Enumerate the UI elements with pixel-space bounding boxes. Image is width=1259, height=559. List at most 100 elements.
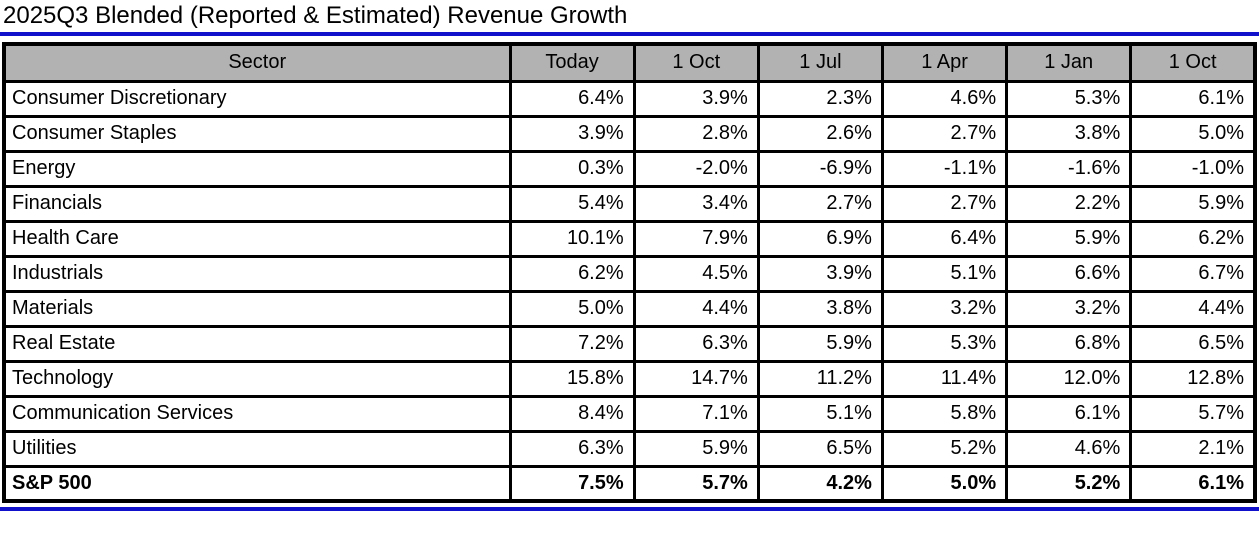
table-row: Utilities 6.3% 5.9% 6.5% 5.2% 4.6% 2.1% (2, 429, 1257, 468)
table-row: Real Estate 7.2% 6.3% 5.9% 5.3% 6.8% 6.5% (2, 324, 1257, 363)
value-cell: -1.6% (1005, 149, 1133, 188)
value-cell: 4.4% (632, 289, 760, 328)
value-cell: 6.2% (1129, 219, 1257, 258)
column-header-date: Today (508, 42, 636, 83)
value-cell: 5.3% (880, 324, 1009, 363)
value-cell: 5.1% (880, 254, 1009, 293)
revenue-growth-table: Sector Today 1 Oct 1 Jul 1 Apr 1 Jan 1 Oct Con… (2, 42, 1257, 503)
sector-cell: Consumer Discretionary (2, 79, 512, 118)
table-row: Materials 5.0% 4.4% 3.8% 3.2% 3.2% 4.4% (2, 289, 1257, 328)
value-cell: 5.9% (756, 324, 884, 363)
value-cell: 6.5% (1129, 324, 1257, 363)
value-cell: 5.0% (880, 464, 1009, 503)
value-cell: 4.6% (880, 79, 1009, 118)
value-cell: 5.0% (1129, 114, 1257, 153)
value-cell: 6.1% (1129, 464, 1257, 503)
value-cell: 5.9% (1005, 219, 1133, 258)
value-cell: 5.0% (508, 289, 636, 328)
table-row: Communication Services 8.4% 7.1% 5.1% 5.8% 6.… (2, 394, 1257, 433)
value-cell: 3.9% (508, 114, 636, 153)
value-cell: 7.9% (632, 219, 760, 258)
sector-cell: Financials (2, 184, 512, 223)
value-cell: 5.8% (880, 394, 1009, 433)
value-cell: 6.6% (1005, 254, 1133, 293)
value-cell: 5.3% (1005, 79, 1133, 118)
value-cell: 6.3% (632, 324, 760, 363)
value-cell: 8.4% (508, 394, 636, 433)
value-cell: 5.7% (1129, 394, 1257, 433)
value-cell: -6.9% (756, 149, 884, 188)
value-cell: -1.1% (880, 149, 1009, 188)
sector-cell: Real Estate (2, 324, 512, 363)
table-row: Health Care 10.1% 7.9% 6.9% 6.4% 5.9% 6.2% (2, 219, 1257, 258)
value-cell: 6.4% (508, 79, 636, 118)
value-cell: 4.6% (1005, 429, 1133, 468)
sector-cell: S&P 500 (2, 464, 512, 503)
sector-cell: Communication Services (2, 394, 512, 433)
value-cell: 7.2% (508, 324, 636, 363)
value-cell: 2.1% (1129, 429, 1257, 468)
value-cell: 6.8% (1005, 324, 1133, 363)
sector-cell: Energy (2, 149, 512, 188)
value-cell: 5.2% (880, 429, 1009, 468)
value-cell: 6.1% (1129, 79, 1257, 118)
table-row: Financials 5.4% 3.4% 2.7% 2.7% 2.2% 5.9% (2, 184, 1257, 223)
value-cell: 2.7% (880, 184, 1009, 223)
value-cell: 15.8% (508, 359, 636, 398)
value-cell: 3.9% (632, 79, 760, 118)
value-cell: 2.6% (756, 114, 884, 153)
value-cell: 3.2% (1005, 289, 1133, 328)
value-cell: 11.4% (880, 359, 1009, 398)
sector-cell: Materials (2, 289, 512, 328)
value-cell: 5.4% (508, 184, 636, 223)
value-cell: 3.8% (1005, 114, 1133, 153)
value-cell: 2.3% (756, 79, 884, 118)
value-cell: 3.2% (880, 289, 1009, 328)
value-cell: 5.9% (1129, 184, 1257, 223)
value-cell: 2.7% (880, 114, 1009, 153)
table-row: Consumer Staples 3.9% 2.8% 2.6% 2.7% 3.8% 5.0% (2, 114, 1257, 153)
value-cell: 2.2% (1005, 184, 1133, 223)
column-header-date: 1 Oct (1129, 42, 1257, 83)
value-cell: 6.4% (880, 219, 1009, 258)
value-cell: 3.8% (756, 289, 884, 328)
sector-cell: Health Care (2, 219, 512, 258)
value-cell: 6.2% (508, 254, 636, 293)
value-cell: 14.7% (632, 359, 760, 398)
sector-cell: Consumer Staples (2, 114, 512, 153)
value-cell: 5.2% (1005, 464, 1133, 503)
table-row: Energy 0.3% -2.0% -6.9% -1.1% -1.6% -1.0% (2, 149, 1257, 188)
value-cell: 7.5% (508, 464, 636, 503)
value-cell: 2.8% (632, 114, 760, 153)
value-cell: 4.4% (1129, 289, 1257, 328)
value-cell: 0.3% (508, 149, 636, 188)
value-cell: 2.7% (756, 184, 884, 223)
value-cell: 6.7% (1129, 254, 1257, 293)
value-cell: 6.3% (508, 429, 636, 468)
value-cell: 12.0% (1005, 359, 1133, 398)
table-row: S&P 500 7.5% 5.7% 4.2% 5.0% 5.2% 6.1% (2, 464, 1257, 503)
value-cell: 3.4% (632, 184, 760, 223)
title-underline-rule (0, 32, 1259, 36)
sector-cell: Technology (2, 359, 512, 398)
value-cell: 6.9% (756, 219, 884, 258)
table-row: Consumer Discretionary 6.4% 3.9% 2.3% 4.6% 5.… (2, 79, 1257, 118)
column-header-date: 1 Jul (756, 42, 884, 83)
value-cell: 6.5% (756, 429, 884, 468)
column-header-sector: Sector (2, 42, 512, 83)
value-cell: 5.9% (632, 429, 760, 468)
value-cell: -1.0% (1129, 149, 1257, 188)
value-cell: 12.8% (1129, 359, 1257, 398)
value-cell: 6.1% (1005, 394, 1133, 433)
value-cell: 7.1% (632, 394, 760, 433)
value-cell: 5.1% (756, 394, 884, 433)
value-cell: 4.2% (756, 464, 884, 503)
table-row: Technology 15.8% 14.7% 11.2% 11.4% 12.0% 12.8% (2, 359, 1257, 398)
page-title: 2025Q3 Blended (Reported & Estimated) Re… (3, 2, 628, 29)
column-header-date: 1 Apr (880, 42, 1009, 83)
table-row: Industrials 6.2% 4.5% 3.9% 5.1% 6.6% 6.7% (2, 254, 1257, 293)
sector-cell: Utilities (2, 429, 512, 468)
value-cell: 5.7% (632, 464, 760, 503)
bottom-rule (0, 507, 1259, 511)
